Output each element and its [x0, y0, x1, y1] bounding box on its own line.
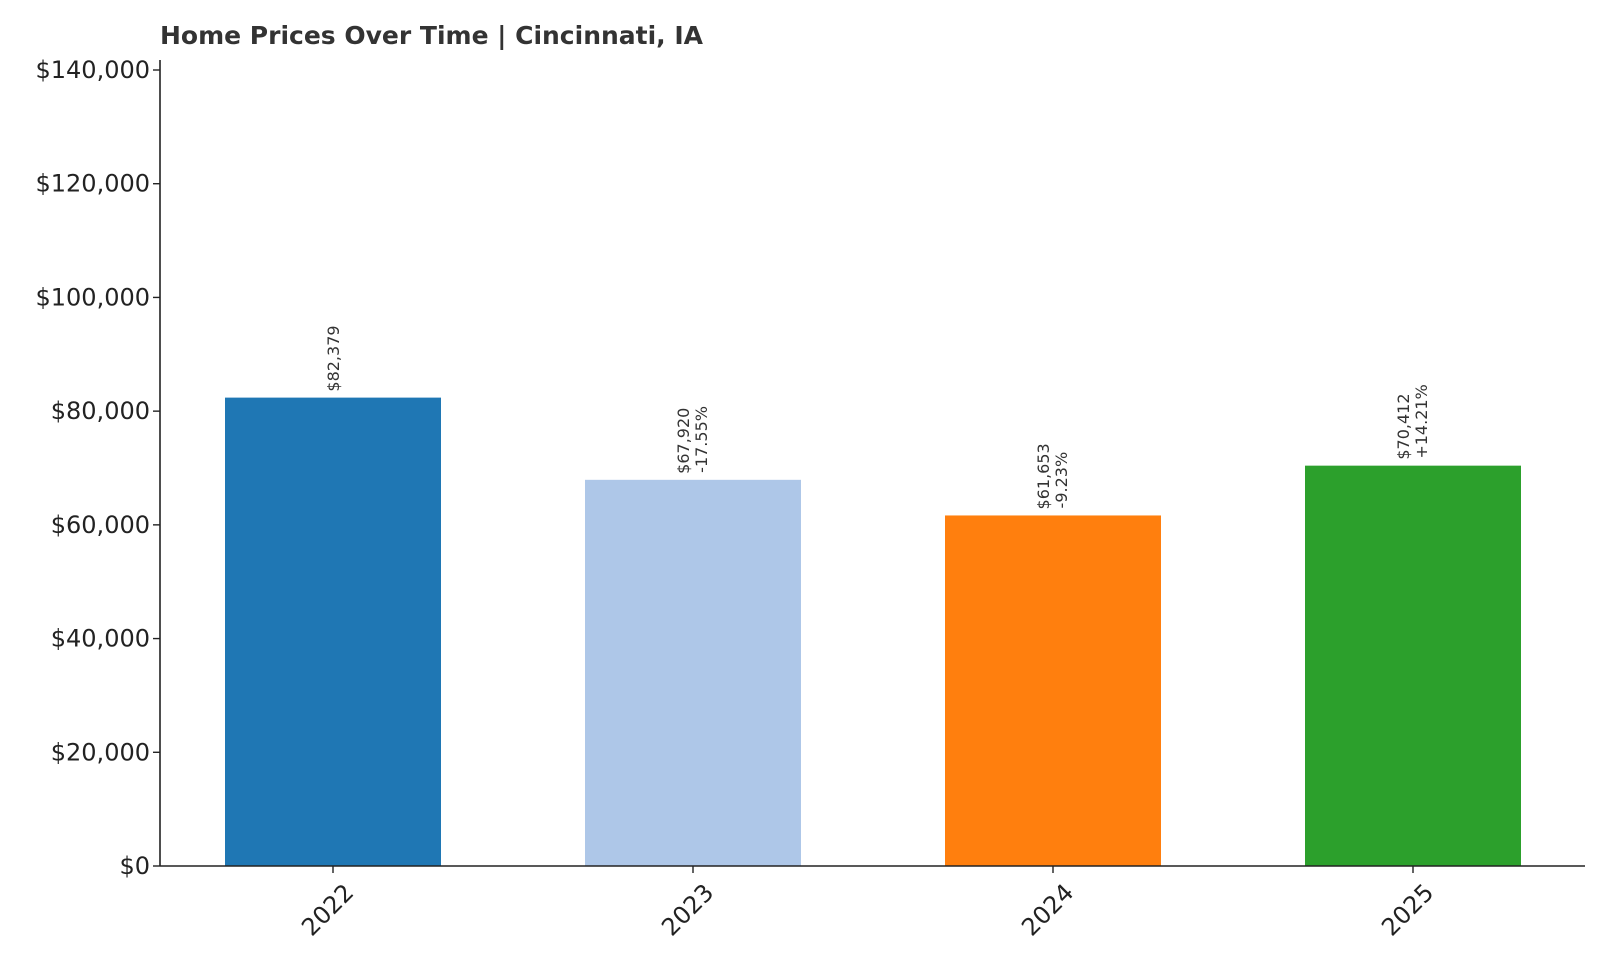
bar-2024 — [945, 515, 1161, 866]
bar-2022 — [225, 397, 441, 866]
x-tick-label: 2023 — [656, 878, 719, 941]
change-label: -17.55% — [692, 406, 711, 473]
value-label: $67,920 — [674, 408, 693, 474]
data-labels: $82,379 $67,920 -17.55% $61,653 -9.23% $70,41… — [324, 325, 1431, 509]
bar-2023 — [585, 479, 801, 866]
value-label: $61,653 — [1034, 443, 1053, 509]
x-tick-label: 2025 — [1376, 878, 1439, 941]
y-axis: $0 $20,000 $40,000 $60,000 $80,000 $100,000 $1… — [35, 56, 161, 880]
bars-group — [225, 397, 1521, 866]
y-tick-label: $140,000 — [35, 56, 150, 84]
change-label: +14.21% — [1412, 384, 1431, 458]
value-label: $82,379 — [324, 325, 343, 391]
y-tick-label: $60,000 — [51, 511, 150, 539]
x-tick-label: 2022 — [296, 878, 359, 941]
value-label: $70,412 — [1394, 393, 1413, 459]
y-tick-label: $0 — [119, 852, 150, 880]
y-tick-label: $40,000 — [51, 625, 150, 653]
bar-2025 — [1305, 465, 1521, 866]
chart-title: Home Prices Over Time | Cincinnati, IA — [160, 21, 704, 50]
y-tick-label: $80,000 — [51, 397, 150, 425]
x-tick-label: 2024 — [1016, 878, 1079, 941]
change-label: -9.23% — [1052, 452, 1071, 509]
y-tick-label: $100,000 — [35, 283, 150, 311]
y-tick-label: $20,000 — [51, 738, 150, 766]
x-axis: 2022 2023 2024 2025 — [160, 865, 1585, 941]
y-tick-label: $120,000 — [35, 170, 150, 198]
